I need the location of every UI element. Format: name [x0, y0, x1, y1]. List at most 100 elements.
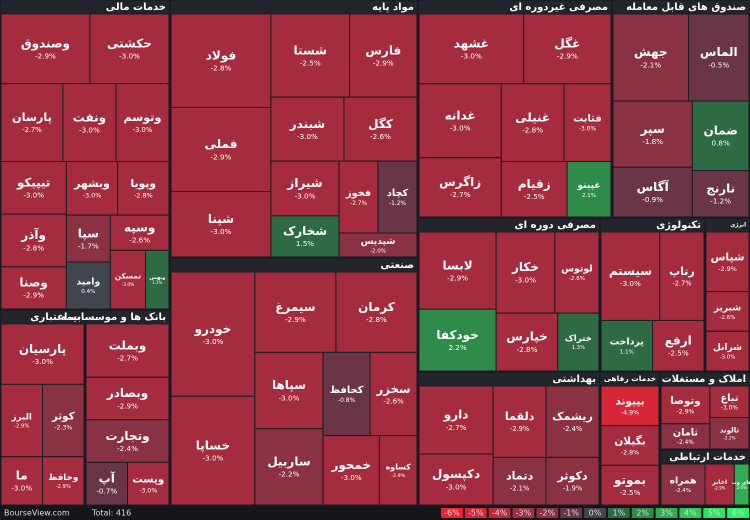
stock-change: -0.9%: [642, 195, 663, 204]
stock-tile: [612, 166, 693, 218]
stock-tile: [85, 461, 128, 506]
sector-title: بهداشتی: [552, 374, 596, 385]
stock-name: پارسان: [12, 111, 52, 124]
legend-label: -1%: [563, 509, 579, 518]
stock-change: -2.8%: [134, 191, 153, 199]
stock-name: شپنا: [208, 212, 234, 226]
stock-name: وصندوق: [21, 37, 70, 52]
stock-name: دارو: [443, 408, 469, 423]
stock-change: -2.8%: [517, 345, 538, 354]
stock-name: ثامان: [673, 428, 698, 439]
stock-name: تیپیکو: [16, 176, 50, 191]
stock-tile: [600, 425, 660, 466]
stock-name: وتوسم: [124, 111, 162, 124]
stock-name: دکپسول: [432, 467, 480, 482]
stock-name: سخزر: [376, 382, 411, 397]
stock-change: -3.0%: [83, 191, 102, 199]
stock-change: -2.0%: [370, 249, 386, 255]
sector-title: بیمه: [60, 312, 81, 323]
legend-swatch: [512, 508, 535, 518]
sector: بهداشتی دارو-2.7% دکپسول-3.0% دلقما -2.9% ریش…: [417, 371, 601, 507]
sector-title: خدمات ارتباطی: [669, 452, 746, 463]
stock-change: -2.2%: [279, 470, 300, 479]
sector-title: مصرفی دوره ای: [515, 220, 597, 231]
stock-tile: [85, 419, 170, 463]
stock-tile: [115, 83, 170, 162]
stock-tile: [709, 417, 750, 450]
stock-change: -4.9%: [621, 410, 639, 417]
stock-name: شستا: [294, 43, 327, 57]
legend-swatch: [727, 508, 749, 518]
stock-name: سپر: [640, 122, 665, 136]
stock-name: پرداخت: [610, 336, 644, 347]
sector: صنعتیخودرو-3.0%خساپا-3.0%سیمرغ-2.9%کرمان…: [169, 257, 419, 507]
stock-name: آگاس: [637, 179, 670, 194]
stock-name: وامید: [76, 276, 100, 287]
stock-name: سیمرغ: [275, 300, 315, 314]
stock-tile: [270, 160, 340, 217]
stock-tile: [545, 385, 600, 458]
stock-change: -2.9%: [510, 425, 529, 433]
sector-title: صنعتی: [380, 260, 414, 271]
stock-change: -2.5%: [300, 58, 321, 67]
stock-tile: [85, 376, 170, 421]
stock-tile: [0, 266, 67, 310]
stock-name: سپا: [78, 226, 99, 240]
stock-name: اخابر: [711, 479, 727, 486]
legend-label: 5%: [708, 509, 721, 518]
stock-name: کچاد: [387, 188, 409, 199]
stock-tile: [338, 160, 379, 234]
stock-change: -2.9%: [14, 424, 29, 430]
stock-tile: [492, 456, 547, 506]
stock-name: وآذر: [20, 227, 46, 243]
stock-change: -3.0%: [579, 126, 597, 133]
stock-name: زقیام: [518, 177, 551, 192]
stock-change: -3.0%: [211, 227, 232, 236]
stock-tile: [495, 312, 559, 372]
stock-change: -2.8%: [366, 315, 387, 324]
sector-title: خدمات رفاهی: [604, 374, 656, 383]
stock-name: شخارک: [283, 224, 327, 238]
stock-change: -0.8%: [338, 398, 356, 404]
sector-title: تکنولوژی: [656, 220, 701, 231]
stock-name: خودکفا: [436, 328, 478, 343]
stock-change: -2.9%: [373, 58, 394, 67]
sector-title: مواد پایه: [372, 2, 414, 13]
stock-change: 0.4%: [81, 289, 95, 295]
stock-change: -2.6%: [129, 236, 150, 245]
stock-change: -2.3%: [54, 424, 72, 431]
stock-tile: [418, 385, 494, 455]
stock-change: -3.0%: [461, 52, 482, 61]
stock-tile: [557, 312, 600, 372]
stock-change: -3.0%: [297, 132, 318, 141]
sector-title: خدمات مالی: [106, 2, 166, 13]
stock-name: وسپه: [124, 220, 155, 235]
stock-name: وبهمن: [149, 275, 165, 281]
stock-change: 2.6%: [737, 485, 747, 490]
stock-change: -3.0%: [133, 126, 152, 134]
stock-change: -2.8%: [23, 243, 44, 252]
stock-change: 0.8%: [712, 139, 730, 148]
stock-change: -3.0%: [720, 355, 736, 361]
stock-name: کگل: [368, 117, 393, 131]
legend-swatch: [655, 508, 678, 518]
stock-change: -2.9%: [557, 52, 578, 61]
stock-name: غدانه: [445, 108, 476, 122]
stock-name: دکوثر: [556, 470, 588, 483]
stock-name: فولاد: [206, 48, 236, 63]
stock-change: -1.7%: [78, 241, 99, 250]
stock-name: ریشمک: [552, 410, 593, 423]
stock-name: شرانل: [713, 343, 742, 353]
stock-change: -2.2%: [723, 435, 735, 441]
stock-change: -2.9%: [211, 152, 232, 161]
stock-change: -3.0%: [446, 482, 467, 491]
stock-change: 1.5%: [296, 239, 314, 248]
stock-name: دلقما: [505, 410, 535, 423]
stock-name: رتاپ: [669, 265, 695, 278]
legend-label: 6%: [732, 509, 745, 518]
stock-name: سیستم: [609, 264, 652, 278]
stock-tile: [349, 13, 418, 98]
stock-change: -2.1%: [640, 60, 661, 69]
stock-tile: [545, 456, 600, 506]
